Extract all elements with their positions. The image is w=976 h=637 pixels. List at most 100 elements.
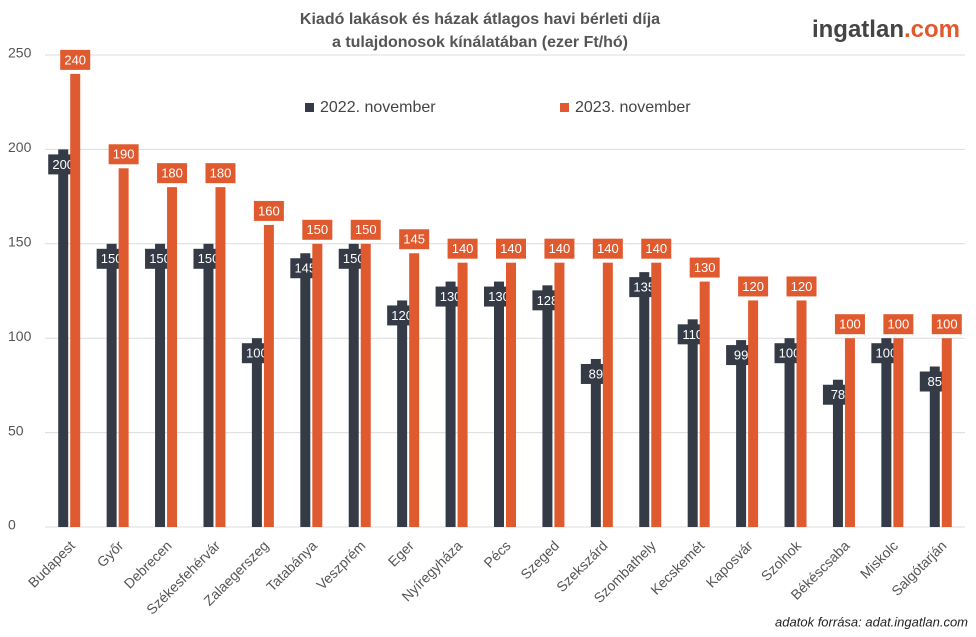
bar xyxy=(881,338,892,527)
y-tick-label: 100 xyxy=(8,328,32,344)
value-label: 85 xyxy=(928,374,942,389)
bar xyxy=(457,262,468,527)
bar xyxy=(167,187,178,527)
value-label-box xyxy=(641,238,672,259)
bar xyxy=(106,243,117,528)
bar xyxy=(70,73,81,527)
bar xyxy=(251,338,262,527)
value-label-box xyxy=(883,314,914,335)
value-label-box xyxy=(447,238,478,259)
value-label: 130 xyxy=(694,260,716,275)
y-tick-label: 200 xyxy=(8,139,32,155)
value-label-box xyxy=(931,314,962,335)
x-tick-label: Kaposvár xyxy=(703,537,756,590)
y-tick-label: 50 xyxy=(8,422,24,438)
bar xyxy=(215,187,226,527)
x-tick-label: Veszprém xyxy=(313,537,368,592)
value-label: 240 xyxy=(64,52,86,67)
value-label: 110 xyxy=(682,327,703,342)
x-tick-label: Miskolc xyxy=(857,537,901,581)
legend-swatch xyxy=(560,103,569,112)
bar xyxy=(687,319,698,527)
bar xyxy=(348,243,359,528)
value-label: 160 xyxy=(258,203,280,218)
value-label: 128 xyxy=(537,293,559,308)
value-label-box xyxy=(834,314,865,335)
value-label-box xyxy=(786,276,817,297)
bar xyxy=(929,366,940,527)
value-label-box xyxy=(399,229,430,250)
value-label: 100 xyxy=(936,317,958,332)
bar xyxy=(360,243,371,528)
value-label: 99 xyxy=(734,348,748,363)
source-note: adatok forrása: adat.ingatlan.com xyxy=(775,614,968,629)
bar xyxy=(699,281,710,527)
value-label: 140 xyxy=(500,241,522,256)
bar xyxy=(554,262,565,527)
bar xyxy=(602,262,613,527)
logo-name: ingatlan xyxy=(812,16,904,43)
value-label-box xyxy=(350,219,381,240)
value-label-box xyxy=(108,144,139,165)
bar xyxy=(58,149,69,527)
value-label: 130 xyxy=(488,289,510,304)
value-label-box xyxy=(205,163,236,184)
y-tick-label: 0 xyxy=(8,517,16,533)
value-label: 140 xyxy=(452,241,474,256)
value-label-box xyxy=(302,219,333,240)
bar xyxy=(796,300,807,527)
value-label: 100 xyxy=(779,346,801,361)
value-label-box xyxy=(157,163,188,184)
bar xyxy=(542,285,553,527)
value-label: 150 xyxy=(343,251,365,266)
bar xyxy=(155,243,166,528)
value-label-box xyxy=(592,238,623,259)
x-tick-label: Tatabánya xyxy=(263,537,320,594)
value-label: 89 xyxy=(589,366,603,381)
bar xyxy=(445,281,456,527)
value-label: 190 xyxy=(113,147,135,162)
bar xyxy=(494,281,504,527)
value-label: 135 xyxy=(633,280,655,295)
value-label: 140 xyxy=(549,241,571,256)
bar xyxy=(651,262,662,527)
y-tick-label: 250 xyxy=(8,45,32,61)
bar xyxy=(590,358,601,527)
value-label: 120 xyxy=(742,279,764,294)
value-label: 100 xyxy=(876,346,898,361)
x-tick-label: Szeged xyxy=(517,537,562,582)
bar xyxy=(748,300,759,527)
value-label: 145 xyxy=(294,261,316,276)
value-label: 150 xyxy=(101,251,123,266)
legend-label: 2022. november xyxy=(320,99,436,116)
value-label: 150 xyxy=(355,222,377,237)
bar xyxy=(736,340,747,527)
chart-title: Kiadó lakások és házak átlagos havi bérl… xyxy=(300,11,660,28)
x-tick-label: Eger xyxy=(385,537,417,569)
value-label: 145 xyxy=(403,232,425,247)
value-label: 100 xyxy=(839,317,861,332)
value-label: 180 xyxy=(210,166,232,181)
value-label: 100 xyxy=(246,346,268,361)
value-label: 100 xyxy=(888,317,910,332)
bar xyxy=(118,168,129,527)
value-label-box xyxy=(253,200,284,221)
legend-label: 2023. november xyxy=(575,99,691,116)
value-label: 140 xyxy=(645,241,667,256)
legend-swatch xyxy=(305,103,314,112)
value-label: 78 xyxy=(831,387,845,402)
value-label: 140 xyxy=(597,241,619,256)
value-label-box xyxy=(496,238,526,259)
x-tick-label: Szolnok xyxy=(758,537,805,584)
value-label-box xyxy=(738,276,769,297)
bar xyxy=(832,379,843,527)
bar xyxy=(893,338,904,527)
bar xyxy=(312,243,323,528)
bar xyxy=(639,272,650,527)
bar xyxy=(784,338,795,527)
value-label: 120 xyxy=(791,279,813,294)
value-label: 120 xyxy=(391,308,413,323)
bar xyxy=(941,338,952,527)
value-label: 150 xyxy=(149,251,171,266)
